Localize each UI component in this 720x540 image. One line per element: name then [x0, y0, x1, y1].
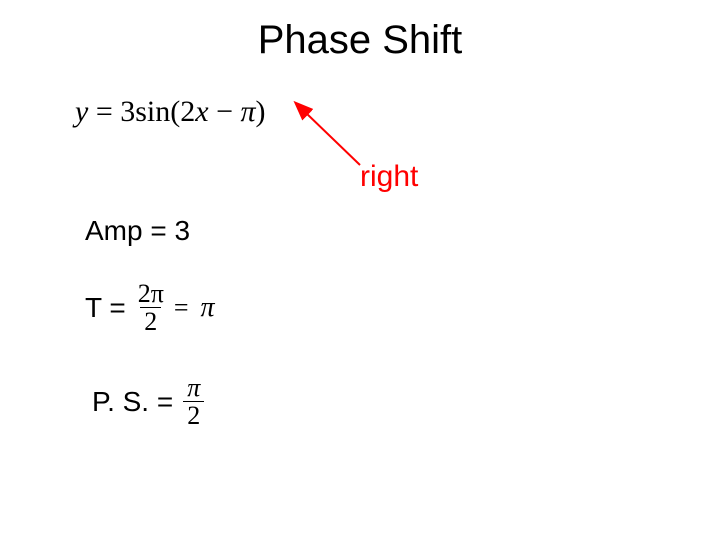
period-num: 2π [134, 280, 168, 307]
eq-open: ( [170, 95, 180, 128]
eq-pi: π [241, 95, 256, 128]
eq-sin: sin [135, 95, 170, 128]
slide: Phase Shift y = 3sin(2x − π) right Amp =… [0, 0, 720, 540]
ps-num: π [183, 374, 204, 401]
period-label: T = [85, 292, 126, 324]
period-eq: = [174, 293, 189, 323]
eq-coef: 3 [120, 95, 135, 128]
phase-shift-line: P. S. = π 2 [92, 374, 204, 430]
eq-close: ) [256, 95, 266, 128]
eq-bcoef: 2 [180, 95, 195, 128]
amplitude-line: Amp = 3 [85, 215, 190, 247]
ps-label: P. S. = [92, 386, 173, 418]
main-equation: y = 3sin(2x − π) [75, 95, 266, 129]
eq-minus: − [209, 95, 241, 128]
eq-y: y [75, 95, 88, 128]
eq-x: x [195, 95, 208, 128]
period-line: T = 2π 2 = π [85, 280, 221, 336]
page-title: Phase Shift [0, 18, 720, 63]
ps-den: 2 [183, 401, 204, 429]
period-den: 2 [140, 307, 161, 335]
eq-equals: = [88, 95, 120, 128]
direction-label: right [360, 160, 418, 194]
period-result: π [201, 292, 215, 324]
ps-fraction: π 2 [183, 374, 204, 430]
period-fraction: 2π 2 [134, 280, 168, 336]
